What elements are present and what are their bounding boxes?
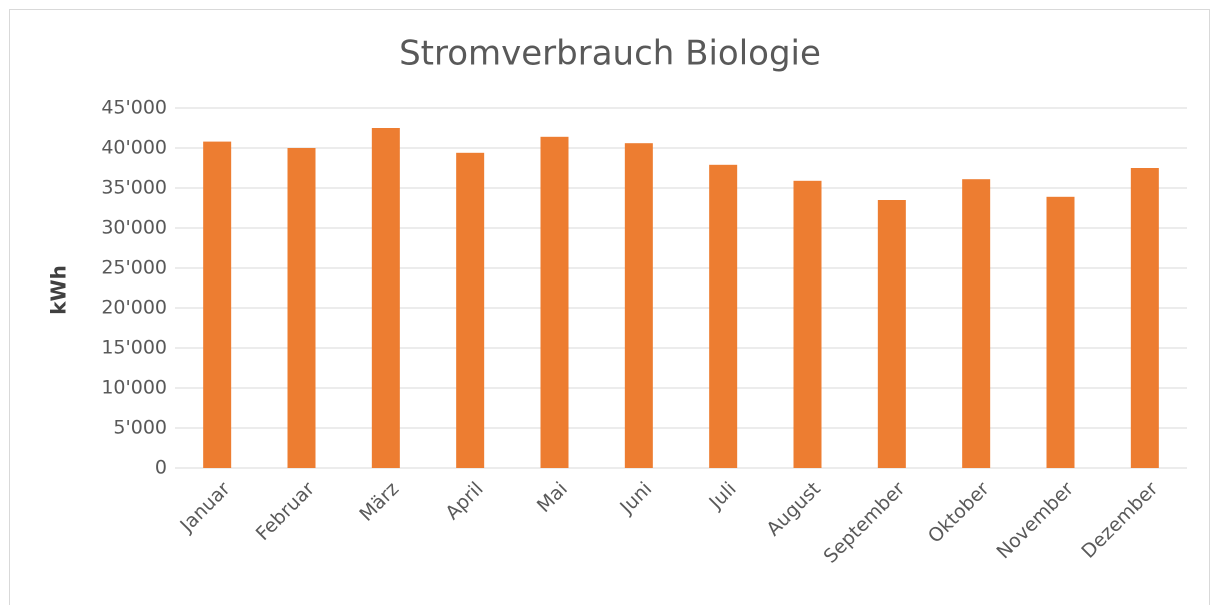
bar	[793, 180, 822, 469]
bar	[1046, 196, 1075, 469]
y-axis-label: kWh	[47, 265, 71, 315]
bar	[962, 179, 991, 468]
y-tick-label: 20'000	[101, 297, 167, 319]
bar	[203, 141, 232, 468]
y-tick-label: 5'000	[113, 417, 167, 439]
y-tick-label: 0	[155, 457, 167, 479]
y-tick-label: 10'000	[101, 377, 167, 399]
y-tick-label: 25'000	[101, 257, 167, 279]
bar	[456, 152, 485, 469]
chart-title: Stromverbrauch Biologie	[399, 34, 821, 74]
y-tick-label: 30'000	[101, 217, 167, 239]
y-tick-label: 35'000	[101, 177, 167, 199]
bar	[624, 143, 653, 468]
bar	[371, 128, 400, 468]
bar	[709, 164, 738, 469]
bar	[877, 200, 906, 468]
y-tick-label: 45'000	[101, 97, 167, 119]
y-tick-label: 15'000	[101, 337, 167, 359]
bar	[540, 136, 569, 469]
bar	[287, 148, 316, 468]
y-tick-label: 40'000	[101, 137, 167, 159]
bar	[1130, 168, 1159, 468]
